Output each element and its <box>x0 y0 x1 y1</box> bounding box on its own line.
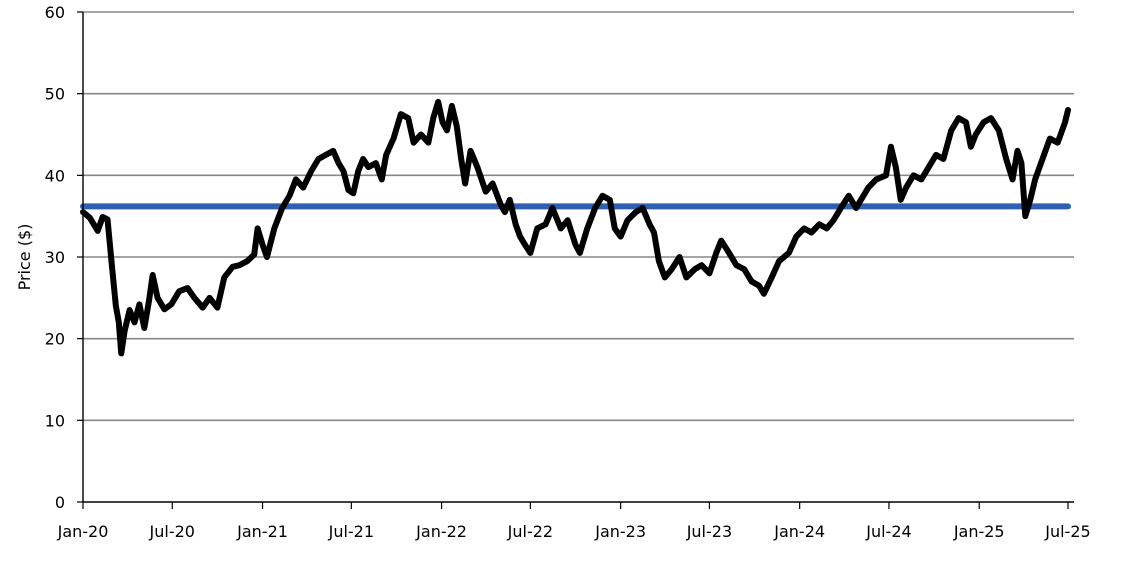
x-tick-label: Jul-25 <box>1044 522 1090 541</box>
y-tick-label: 60 <box>45 3 65 22</box>
plot-series <box>80 98 1071 357</box>
x-tick-label: Jul-21 <box>328 522 374 541</box>
x-tick-label: Jan-20 <box>57 522 109 541</box>
x-tick-label: Jan-22 <box>415 522 467 541</box>
x-tick-label: Jul-23 <box>686 522 732 541</box>
x-tick-label: Jan-23 <box>594 522 646 541</box>
y-tick-label: 40 <box>45 166 65 185</box>
y-tick-label: 30 <box>45 248 65 267</box>
x-tick-label: Jul-24 <box>865 522 911 541</box>
x-axis-ticks: Jan-20 Jul-20 Jan-21 Jul-21 Jan-22 Jul-22 Jan-… <box>57 502 1091 541</box>
y-axis-ticks: 0 10 20 30 40 50 60 <box>45 3 83 512</box>
x-tick-label: Jan-21 <box>236 522 288 541</box>
y-tick-label: 0 <box>55 493 65 512</box>
y-tick-label: 10 <box>45 411 65 430</box>
y-tick-label: 50 <box>45 85 65 104</box>
y-tick-label: 20 <box>45 330 65 349</box>
y-axis-title: Price ($) <box>15 224 34 291</box>
gridlines <box>83 11 1074 422</box>
x-tick-label: Jul-20 <box>149 522 195 541</box>
x-tick-label: Jan-24 <box>773 522 825 541</box>
price-series-line <box>80 98 1071 357</box>
x-tick-label: Jan-25 <box>953 522 1005 541</box>
x-tick-label: Jul-22 <box>507 522 553 541</box>
